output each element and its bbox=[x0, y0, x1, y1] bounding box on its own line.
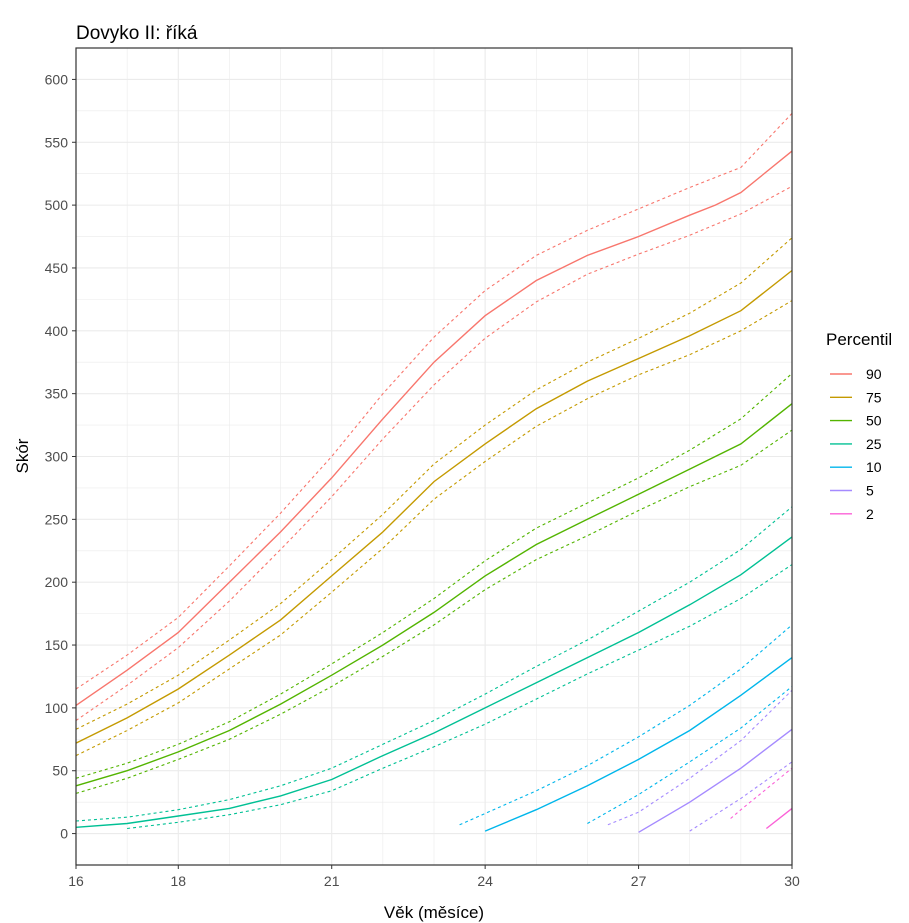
legend-label: 90 bbox=[866, 366, 882, 382]
legend-label: 25 bbox=[866, 436, 882, 452]
y-tick-label: 550 bbox=[45, 134, 69, 150]
upper-bound-line bbox=[730, 767, 793, 819]
upper-bound-line bbox=[75, 237, 793, 730]
legend: Percentil 90 75 50 25 10 5 2 bbox=[826, 330, 892, 522]
percentile-line bbox=[484, 657, 793, 832]
y-tick-label: 450 bbox=[45, 260, 69, 276]
x-tick-label: 21 bbox=[324, 873, 340, 889]
series-10 bbox=[459, 624, 793, 832]
y-tick-label: 400 bbox=[45, 323, 69, 339]
y-tick-label: 200 bbox=[45, 574, 69, 590]
upper-bound-line bbox=[459, 624, 793, 826]
legend-label: 2 bbox=[866, 506, 874, 522]
y-tick-label: 100 bbox=[45, 700, 69, 716]
x-axis-title: Věk (měsíce) bbox=[384, 903, 484, 922]
lower-bound-line bbox=[689, 761, 793, 832]
x-tick-label: 16 bbox=[68, 873, 84, 889]
series-75 bbox=[75, 237, 793, 757]
percentile-line bbox=[75, 536, 793, 828]
x-tick-label: 24 bbox=[477, 873, 493, 889]
y-tick-label: 150 bbox=[45, 637, 69, 653]
legend-label: 5 bbox=[866, 483, 874, 499]
chart-title: Dovyko II: říká bbox=[76, 23, 198, 44]
series-lines bbox=[75, 113, 793, 833]
y-axis-title: Skór bbox=[13, 438, 32, 473]
series-90 bbox=[75, 113, 793, 721]
series-2 bbox=[730, 767, 793, 830]
percentile-line bbox=[765, 807, 793, 830]
legend-label: 10 bbox=[866, 459, 882, 475]
percentile-line bbox=[75, 269, 793, 744]
percentile-line bbox=[75, 403, 793, 787]
series-25 bbox=[75, 506, 793, 830]
lower-bound-line bbox=[75, 429, 793, 794]
y-tick-label: 50 bbox=[52, 763, 68, 779]
y-tick-label: 600 bbox=[45, 71, 69, 87]
percentile-line bbox=[75, 150, 793, 706]
y-tick-label: 0 bbox=[60, 826, 68, 842]
x-tick-label: 18 bbox=[170, 873, 186, 889]
y-tick-label: 350 bbox=[45, 386, 69, 402]
upper-bound-line bbox=[75, 373, 793, 779]
y-tick-label: 250 bbox=[45, 511, 69, 527]
x-axis-ticks: 16 18 21 24 27 30 bbox=[68, 865, 800, 889]
legend-label: 75 bbox=[866, 389, 882, 405]
x-tick-label: 27 bbox=[631, 873, 647, 889]
upper-bound-line bbox=[75, 113, 793, 690]
series-5 bbox=[607, 689, 793, 833]
upper-bound-line bbox=[607, 689, 793, 826]
y-axis-ticks: 0 50 100 150 200 250 300 350 400 450 500 550 600 bbox=[45, 71, 76, 842]
x-tick-label: 30 bbox=[784, 873, 800, 889]
upper-bound-line bbox=[75, 506, 793, 822]
legend-label: 50 bbox=[866, 413, 882, 429]
series-50 bbox=[75, 373, 793, 794]
y-tick-label: 300 bbox=[45, 449, 69, 465]
y-tick-label: 500 bbox=[45, 197, 69, 213]
legend-title: Percentil bbox=[826, 330, 892, 349]
percentile-line bbox=[638, 728, 793, 833]
lower-bound-line bbox=[75, 185, 793, 721]
